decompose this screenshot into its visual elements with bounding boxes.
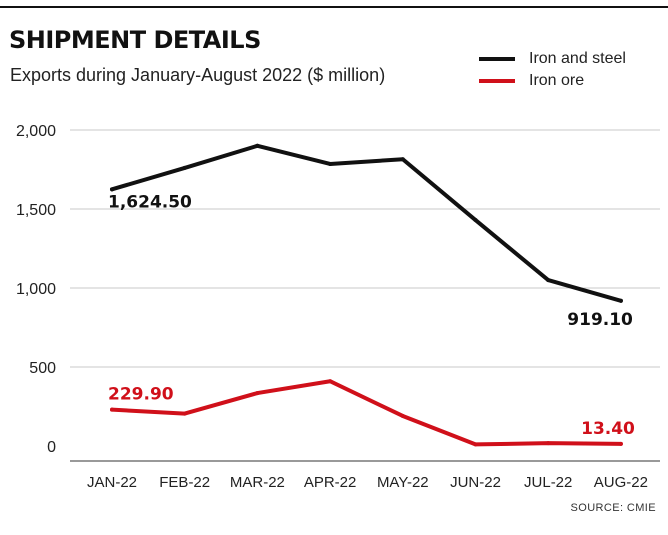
data-point	[328, 161, 333, 166]
data-point	[400, 157, 405, 162]
legend-item-iron-steel: Iron and steel	[479, 48, 626, 70]
data-point	[546, 278, 551, 283]
data-point	[400, 413, 405, 418]
data-point	[473, 442, 478, 447]
data-point	[255, 391, 260, 396]
legend: Iron and steel Iron ore	[479, 48, 626, 92]
data-label: 919.10	[567, 310, 633, 330]
data-point	[618, 298, 623, 303]
y-tick-label: 0	[47, 439, 56, 456]
chart-subtitle: Exports during January-August 2022 ($ mi…	[10, 65, 386, 85]
data-point	[255, 143, 260, 148]
legend-label-iron-ore: Iron ore	[529, 72, 585, 89]
series-line	[110, 379, 623, 447]
y-tick-label: 1,500	[16, 202, 56, 219]
x-tick-label: JAN-22	[87, 474, 137, 491]
data-point	[328, 379, 333, 384]
data-point	[182, 411, 187, 416]
x-tick-label: MAY-22	[377, 474, 429, 491]
legend-label-iron-steel: Iron and steel	[529, 50, 626, 67]
data-label: 1,624.50	[108, 192, 192, 212]
data-point	[546, 441, 551, 446]
y-tick-label: 2,000	[16, 123, 56, 140]
legend-swatch-iron-steel	[479, 57, 515, 61]
legend-swatch-iron-ore	[479, 79, 515, 83]
x-tick-label: JUL-22	[524, 474, 572, 491]
data-point	[618, 441, 623, 446]
top-rule	[0, 6, 668, 8]
source-note: SOURCE: CMIE	[570, 502, 656, 514]
data-label: 229.90	[108, 385, 174, 405]
y-tick-label: 1,000	[16, 281, 56, 298]
data-point	[110, 407, 114, 412]
x-tick-label: JUN-22	[450, 474, 501, 491]
x-tick-label: FEB-22	[159, 474, 210, 491]
x-tick-label: MAR-22	[230, 474, 285, 491]
x-tick-label: AUG-22	[594, 474, 648, 491]
y-tick-label: 500	[29, 360, 56, 377]
data-point	[110, 187, 114, 192]
data-label: 13.40	[581, 419, 635, 439]
data-point	[182, 165, 187, 170]
series-line	[110, 143, 623, 303]
chart-title: SHIPMENT DETAILS	[9, 26, 261, 54]
legend-item-iron-ore: Iron ore	[479, 70, 626, 92]
x-tick-label: APR-22	[304, 474, 357, 491]
data-point	[473, 218, 478, 223]
